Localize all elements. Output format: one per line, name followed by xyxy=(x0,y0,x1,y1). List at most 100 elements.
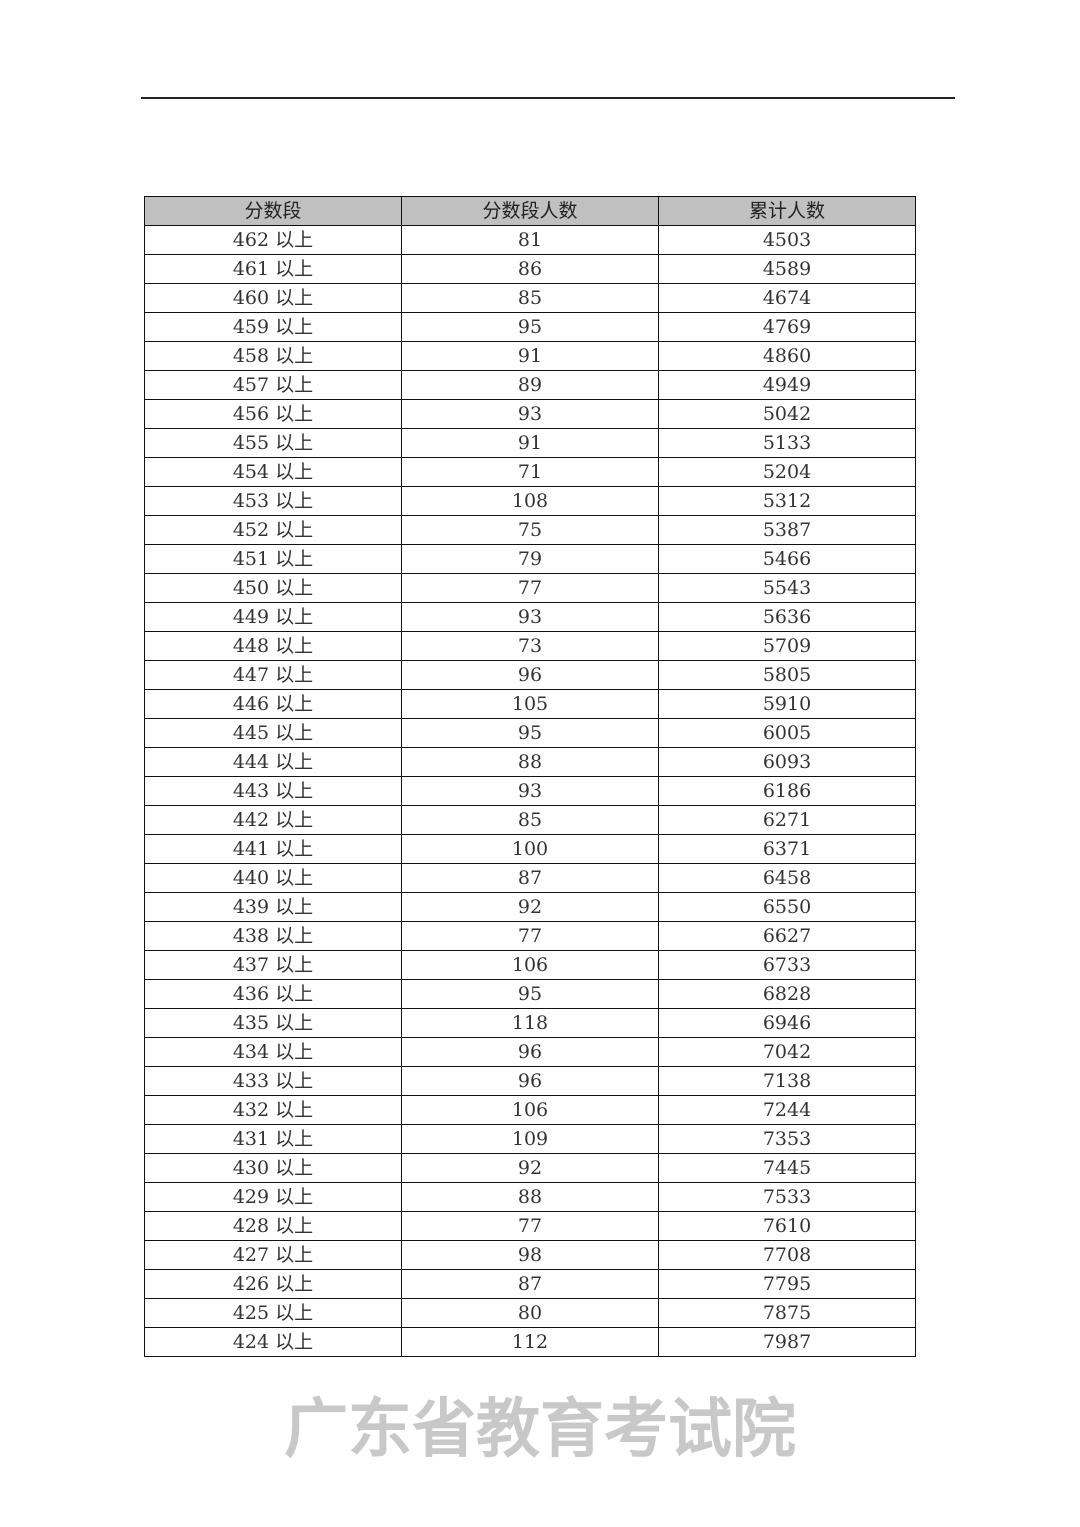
table-row: 459 以上 95 4769 xyxy=(144,312,916,342)
cell-cumulative: 7445 xyxy=(658,1153,916,1183)
cell-cumulative: 5543 xyxy=(658,573,916,603)
table-row: 438 以上 77 6627 xyxy=(144,921,916,951)
cell-score-range: 437 以上 xyxy=(144,950,402,980)
cell-cumulative: 5466 xyxy=(658,544,916,574)
cell-count: 95 xyxy=(401,979,659,1009)
cell-score-range: 441 以上 xyxy=(144,834,402,864)
cell-count: 95 xyxy=(401,718,659,748)
table-row: 439 以上 92 6550 xyxy=(144,892,916,922)
cell-cumulative: 7875 xyxy=(658,1298,916,1328)
cell-cumulative: 7533 xyxy=(658,1182,916,1212)
table-row: 427 以上 98 7708 xyxy=(144,1240,916,1270)
cell-score-range: 425 以上 xyxy=(144,1298,402,1328)
cell-cumulative: 6371 xyxy=(658,834,916,864)
cell-cumulative: 6186 xyxy=(658,776,916,806)
cell-score-range: 447 以上 xyxy=(144,660,402,690)
cell-cumulative: 5133 xyxy=(658,428,916,458)
cell-cumulative: 6733 xyxy=(658,950,916,980)
table-row: 452 以上 75 5387 xyxy=(144,515,916,545)
cell-score-range: 451 以上 xyxy=(144,544,402,574)
cell-score-range: 427 以上 xyxy=(144,1240,402,1270)
cell-score-range: 450 以上 xyxy=(144,573,402,603)
cell-score-range: 446 以上 xyxy=(144,689,402,719)
cell-cumulative: 6627 xyxy=(658,921,916,951)
cell-cumulative: 6005 xyxy=(658,718,916,748)
cell-count: 93 xyxy=(401,399,659,429)
cell-count: 80 xyxy=(401,1298,659,1328)
cell-score-range: 430 以上 xyxy=(144,1153,402,1183)
cell-score-range: 448 以上 xyxy=(144,631,402,661)
table-row: 440 以上 87 6458 xyxy=(144,863,916,893)
score-distribution-table: 分数段 分数段人数 累计人数 462 以上 81 4503 461 以上 86 4589 4… xyxy=(144,196,916,1357)
cell-score-range: 433 以上 xyxy=(144,1066,402,1096)
cell-score-range: 432 以上 xyxy=(144,1095,402,1125)
cell-count: 96 xyxy=(401,1037,659,1067)
cell-score-range: 462 以上 xyxy=(144,225,402,255)
cell-cumulative: 5387 xyxy=(658,515,916,545)
cell-count: 88 xyxy=(401,747,659,777)
cell-count: 92 xyxy=(401,892,659,922)
cell-count: 71 xyxy=(401,457,659,487)
cell-score-range: 431 以上 xyxy=(144,1124,402,1154)
table-row: 455 以上 91 5133 xyxy=(144,428,916,458)
cell-cumulative: 6828 xyxy=(658,979,916,1009)
cell-count: 98 xyxy=(401,1240,659,1270)
header-cumulative: 累计人数 xyxy=(658,196,916,226)
cell-score-range: 455 以上 xyxy=(144,428,402,458)
cell-score-range: 424 以上 xyxy=(144,1327,402,1357)
cell-count: 118 xyxy=(401,1008,659,1038)
cell-score-range: 459 以上 xyxy=(144,312,402,342)
cell-cumulative: 4674 xyxy=(658,283,916,313)
cell-cumulative: 6946 xyxy=(658,1008,916,1038)
table-row: 431 以上 109 7353 xyxy=(144,1124,916,1154)
cell-score-range: 453 以上 xyxy=(144,486,402,516)
cell-cumulative: 6550 xyxy=(658,892,916,922)
cell-score-range: 443 以上 xyxy=(144,776,402,806)
cell-cumulative: 5636 xyxy=(658,602,916,632)
cell-score-range: 452 以上 xyxy=(144,515,402,545)
cell-score-range: 426 以上 xyxy=(144,1269,402,1299)
table-row: 449 以上 93 5636 xyxy=(144,602,916,632)
cell-count: 93 xyxy=(401,602,659,632)
cell-count: 91 xyxy=(401,428,659,458)
cell-score-range: 444 以上 xyxy=(144,747,402,777)
cell-count: 77 xyxy=(401,921,659,951)
cell-count: 87 xyxy=(401,863,659,893)
table-row: 441 以上 100 6371 xyxy=(144,834,916,864)
cell-count: 108 xyxy=(401,486,659,516)
cell-count: 75 xyxy=(401,515,659,545)
table-row: 432 以上 106 7244 xyxy=(144,1095,916,1125)
table-row: 453 以上 108 5312 xyxy=(144,486,916,516)
table-row: 437 以上 106 6733 xyxy=(144,950,916,980)
cell-cumulative: 6093 xyxy=(658,747,916,777)
cell-count: 85 xyxy=(401,805,659,835)
table-row: 451 以上 79 5466 xyxy=(144,544,916,574)
table-row: 448 以上 73 5709 xyxy=(144,631,916,661)
cell-count: 109 xyxy=(401,1124,659,1154)
cell-cumulative: 5709 xyxy=(658,631,916,661)
cell-cumulative: 5805 xyxy=(658,660,916,690)
cell-cumulative: 7987 xyxy=(658,1327,916,1357)
cell-cumulative: 5204 xyxy=(658,457,916,487)
cell-count: 106 xyxy=(401,950,659,980)
table-row: 447 以上 96 5805 xyxy=(144,660,916,690)
cell-count: 89 xyxy=(401,370,659,400)
cell-score-range: 442 以上 xyxy=(144,805,402,835)
table-row: 458 以上 91 4860 xyxy=(144,341,916,371)
table-row: 426 以上 87 7795 xyxy=(144,1269,916,1299)
table-row: 442 以上 85 6271 xyxy=(144,805,916,835)
cell-count: 81 xyxy=(401,225,659,255)
table-row: 444 以上 88 6093 xyxy=(144,747,916,777)
cell-score-range: 429 以上 xyxy=(144,1182,402,1212)
table-row: 434 以上 96 7042 xyxy=(144,1037,916,1067)
cell-count: 96 xyxy=(401,1066,659,1096)
table-row: 454 以上 71 5204 xyxy=(144,457,916,487)
cell-cumulative: 5312 xyxy=(658,486,916,516)
cell-cumulative: 7353 xyxy=(658,1124,916,1154)
cell-count: 88 xyxy=(401,1182,659,1212)
cell-cumulative: 4860 xyxy=(658,341,916,371)
table-row: 450 以上 77 5543 xyxy=(144,573,916,603)
cell-count: 112 xyxy=(401,1327,659,1357)
cell-cumulative: 6458 xyxy=(658,863,916,893)
cell-cumulative: 7610 xyxy=(658,1211,916,1241)
